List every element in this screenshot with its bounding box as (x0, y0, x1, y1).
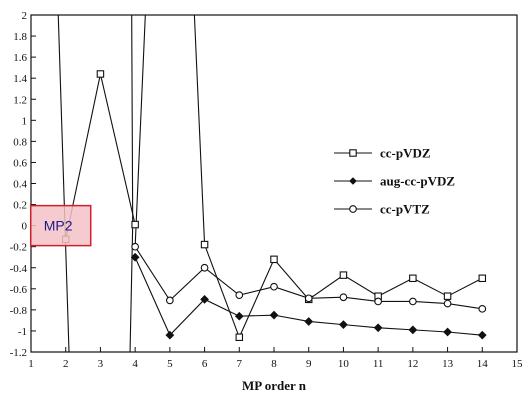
annotation-mp2: MP2 (29, 204, 92, 247)
x-tick-label: 8 (271, 358, 277, 370)
marker-cc-pvtz (131, 242, 139, 251)
marker-aug-cc-pvdz (130, 252, 140, 262)
x-tick-label: 6 (202, 358, 208, 370)
series-markers (61, 70, 487, 342)
x-tick-label: 11 (373, 358, 384, 370)
y-tick-label: -1.2 (10, 347, 27, 359)
x-tick-label: 3 (98, 358, 104, 370)
marker-cc-pvtz (200, 263, 209, 272)
marker-cc-pvdz (131, 220, 139, 229)
y-tick-label: 2 (22, 10, 28, 22)
marker-cc-pvtz (304, 294, 313, 303)
series-line-divergent (134, 15, 146, 247)
marker-cc-pvdz (270, 255, 278, 264)
x-tick-label: 10 (338, 358, 350, 370)
y-tick-label: 0 (22, 221, 28, 233)
y-tick-label: -0.2 (10, 242, 27, 254)
marker-cc-pvdz (443, 292, 452, 300)
marker-cc-pvdz (235, 333, 244, 342)
marker-cc-pvtz (339, 293, 348, 302)
x-tick-label: 13 (442, 358, 454, 370)
marker-aug-cc-pvdz (339, 320, 348, 329)
legend-label: cc-pVDZ (380, 146, 431, 161)
y-tick-label: 1.2 (13, 94, 27, 106)
marker-cc-pvtz (409, 297, 417, 306)
y-tick-label: 1 (22, 115, 28, 127)
axes: 2 1.8 1.6 1.4 1.2 1 0.8 0.6 0.4 0.2 0 -0.2 -0.4 -0.6 -… (10, 10, 523, 370)
y-tick-label: 0.4 (13, 179, 27, 191)
marker-aug-cc-pvdz (443, 327, 452, 337)
x-tick-label: 4 (132, 358, 138, 370)
marker-aug-cc-pvdz (477, 330, 487, 340)
y-tick-label: -0.8 (10, 305, 28, 317)
annotation-label: MP2 (44, 218, 73, 234)
y-tick-label: 1.4 (13, 73, 27, 85)
x-axis-label: MP order n (242, 378, 307, 393)
marker-cc-pvtz (166, 296, 174, 305)
marker-aug-cc-pvdz (200, 294, 209, 304)
legend-marker (349, 177, 357, 185)
marker-cc-pvdz (96, 70, 105, 78)
marker-aug-cc-pvdz (408, 325, 418, 335)
x-tick-label: 14 (477, 358, 489, 370)
legend-label: aug-cc-pVDZ (380, 174, 455, 189)
x-tick-label: 12 (407, 358, 418, 370)
legend: cc-pVDZ aug-cc-pVDZ cc-pVTZ (334, 146, 455, 217)
marker-aug-cc-pvdz (373, 323, 383, 333)
series-line-divergent (193, 15, 206, 245)
marker-aug-cc-pvdz (304, 317, 314, 326)
marker-cc-pvdz (478, 274, 487, 283)
marker-aug-cc-pvdz (165, 330, 175, 340)
marker-cc-pvtz (443, 299, 452, 308)
y-tick-label: 1.6 (13, 52, 27, 64)
series-line-divergent (57, 15, 70, 352)
marker-cc-pvdz (339, 271, 348, 279)
legend-label: cc-pVTZ (380, 202, 430, 217)
y-tick-label: 0.8 (13, 136, 27, 148)
legend-marker (349, 205, 357, 213)
y-tick-label: 1.8 (13, 31, 27, 43)
y-tick-label: -0.6 (10, 284, 28, 296)
x-tick-label: 5 (167, 358, 173, 370)
y-tick-label: -0.4 (10, 263, 28, 275)
x-tick-label: 9 (306, 358, 312, 370)
marker-cc-pvtz (235, 291, 244, 299)
legend-marker (349, 149, 357, 157)
marker-cc-pvdz (409, 274, 417, 283)
x-tick-label: 7 (237, 358, 243, 370)
marker-cc-pvtz (374, 297, 382, 306)
series-line-divergent (131, 15, 134, 225)
annotation-box (29, 204, 92, 247)
x-tick-label: 1 (28, 358, 34, 370)
annotations: MP2 (29, 204, 92, 247)
y-tick-label: 0.6 (13, 157, 27, 169)
marker-aug-cc-pvdz (269, 310, 279, 320)
marker-aug-cc-pvdz (234, 311, 244, 321)
marker-cc-pvtz (270, 282, 278, 291)
marker-cc-pvtz (478, 304, 487, 313)
y-tick-label: 0.2 (13, 200, 27, 212)
y-tick-label: -1 (18, 326, 27, 338)
marker-cc-pvdz (200, 240, 209, 249)
x-tick-label: 2 (63, 358, 69, 370)
x-tick-label: 15 (512, 358, 524, 370)
